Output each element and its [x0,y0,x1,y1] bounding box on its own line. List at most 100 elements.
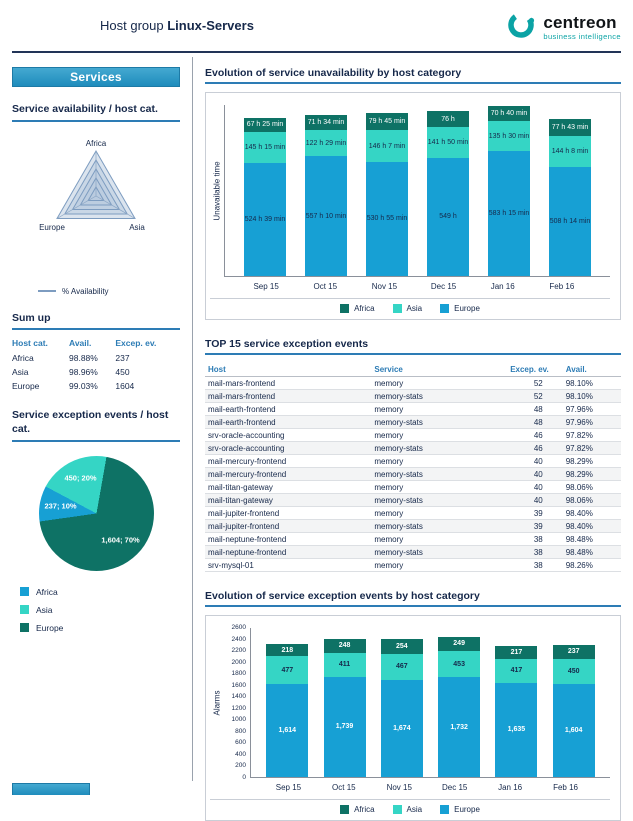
bar-jan-16: 217 417 1,635 [495,646,538,777]
bar-segment-europe: 530 h 55 min [366,161,408,276]
table-row: mail-mercury-frontend memory 40 98.29% [205,454,621,468]
top15-table: Host Service Excep. ev. Avail. mail-mars… [205,363,621,572]
table-row: mail-jupiter-frontend memory 39 98.40% [205,506,621,520]
bar-segment-africa: 249 [438,636,481,651]
exceptions-chart: Alarms 0 200 400 600 800 1000 1200 1400 1600 1800… [205,615,621,821]
page-title-prefix: Host group [100,18,164,33]
legend-item-asia: Asia [392,805,422,814]
legend-swatch [20,623,29,633]
bar-segment-africa: 70 h 40 min [488,106,530,122]
x-tick-label: Sep 15 [275,783,302,792]
radar-axis-africa: Africa [86,139,107,148]
pie-slice-label-asia: 450; 20% [64,473,97,483]
y-tick-label: 2400 [231,635,246,643]
bar-segment-asia: 146 h 7 min [366,130,408,162]
main-column: Evolution of service unavailability by h… [192,57,621,821]
bar-segment-asia: 453 [438,650,481,678]
bar-segment-asia: 144 h 8 min [549,135,591,167]
table-row: srv-oracle-accounting memory-stats 46 97.82… [205,441,621,455]
bar-segment-africa: 79 h 45 min [366,113,408,131]
radar-legend-label: % Availability [62,286,109,296]
sumup-row: Africa 98.88% 237 [12,353,130,364]
top15-col-host: Host [205,363,372,377]
table-row: srv-mysql-01 memory 38 98.26% [205,558,621,572]
legend-swatch [392,304,402,313]
x-tick-label: Nov 15 [386,783,412,792]
bar-segment-asia: 467 [380,653,423,681]
bar-segment-europe: 1,635 [495,682,538,777]
sumup-heading: Sum up [12,312,180,331]
y-axis-ticks: 0 200 400 600 800 1000 1200 1400 1600 1800 2000 220… [224,624,250,781]
y-tick-label: 2200 [231,647,246,655]
availability-radar-chart: Africa Europe Asia [12,134,180,257]
bar-segment-africa: 71 h 34 min [305,114,347,130]
y-tick-label: 1000 [231,716,246,724]
table-row: mail-mercury-frontend memory-stats 40 98.29… [205,467,621,481]
pie-legend-item-africa: Africa [20,587,180,597]
plot-area: 218 477 1,614 248 411 1,739 254 467 1,674 249 453 1… [250,628,610,778]
y-tick-label: 1400 [231,693,246,701]
bar-segment-africa: 76 h [427,111,469,128]
x-tick-label: Feb 16 [549,282,575,291]
centreon-logo: centreon business intelligence [506,10,621,45]
table-row: mail-titan-gateway memory-stats 40 98.06% [205,493,621,507]
pie-legend-item-asia: Asia [20,605,180,615]
legend-swatch [392,805,402,814]
y-tick-label: 400 [235,750,246,758]
y-tick-label: 1800 [231,670,246,678]
x-tick-label: Dec 15 [430,282,457,291]
pie-slice-label-africa: 237; 10% [44,501,77,511]
bar-dec-15: 76 h 141 h 50 min 549 h [427,111,469,276]
next-section-banner [12,783,90,795]
sidebar: Services Service availability / host cat… [12,57,180,781]
report-header: Host group Linux-Servers centreon busine… [0,0,633,45]
bar-segment-europe: 1,732 [438,677,481,777]
sumup-header-row: Host cat. Avail. Excep. ev. [12,336,180,351]
top15-col-service: Service [371,363,501,377]
x-tick-label: Jan 16 [490,282,515,291]
y-tick-label: 2000 [231,658,246,666]
radar-axis-asia: Asia [129,223,145,232]
bar-sep-15: 67 h 25 min 145 h 15 min 524 h 39 min [244,117,286,276]
availability-heading: Service availability / host cat. [12,103,180,122]
legend-item-europe: Europe [440,805,480,814]
pie-section-heading: Service exception events / host cat. [12,409,180,442]
bar-segment-africa: 67 h 25 min [244,117,286,132]
bar-segment-asia: 477 [266,656,309,684]
page-title: Host group Linux-Servers [100,10,254,33]
bar-segment-africa: 218 [266,643,309,657]
unavailability-chart: Unavailable time 67 h 25 min 145 h 15 min… [205,92,621,320]
y-axis-title: Alarms [212,690,222,716]
legend-item-africa: Africa [340,805,375,814]
pie-legend: Africa Asia Europe [20,587,180,633]
legend-item-africa: Africa [340,304,375,313]
table-row: srv-oracle-accounting memory 46 97.82% [205,428,621,442]
header-divider [12,51,621,53]
legend-swatch [340,304,350,313]
legend-item-europe: Europe [440,304,480,313]
bar-segment-asia: 417 [495,658,538,683]
x-tick-label: Jan 16 [498,783,523,792]
radar-axis-europe: Europe [39,223,65,232]
bar-segment-europe: 1,604 [552,684,595,777]
table-row: mail-jupiter-frontend memory-stats 39 98.40… [205,519,621,533]
x-axis-labels: Sep 15 Oct 15 Nov 15 Dec 15 Jan 16 Feb 16 [210,277,610,298]
y-tick-label: 2600 [231,624,246,631]
sumup-row: Europe 99.03% 1604 [12,381,135,392]
legend-swatch [340,805,350,814]
bar-segment-africa: 237 [552,644,595,659]
bar-feb-16: 77 h 43 min 144 h 8 min 508 h 14 min [549,119,591,276]
x-tick-label: Oct 15 [332,783,356,792]
x-tick-label: Nov 15 [371,282,398,291]
sumup-row: Asia 98.96% 450 [12,367,130,378]
page-title-hostgroup: Linux-Servers [167,18,254,33]
sumup-col-hostcat: Host cat. [12,338,48,349]
legend-swatch [440,805,450,814]
x-tick-label: Oct 15 [313,282,338,291]
table-row: mail-mars-frontend memory-stats 52 98.10% [205,389,621,403]
sumup-table-body: Africa 98.88% 237 Asia 98.96% 450 Europe 99.03%… [12,351,180,393]
logo-name: centreon [543,13,617,32]
bar-segment-africa: 254 [380,638,423,654]
report-body: Services Service availability / host cat… [0,57,633,821]
plot-area: 67 h 25 min 145 h 15 min 524 h 39 min 71 h … [224,105,610,277]
